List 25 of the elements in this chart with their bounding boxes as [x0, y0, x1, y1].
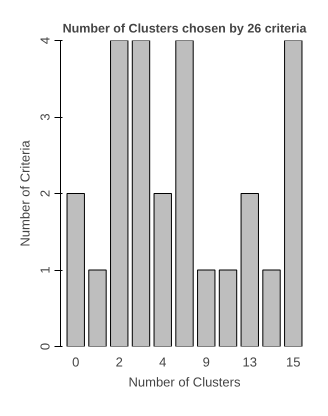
bar [284, 40, 302, 346]
y-tick-label: 1 [38, 266, 52, 274]
x-tick-label: 4 [159, 354, 166, 370]
y-tick-label: 0 [38, 342, 52, 350]
x-tick-label: 9 [202, 354, 210, 370]
y-tick-label: 4 [38, 36, 52, 44]
chart-title: Number of Clusters chosen by 26 criteria [62, 22, 308, 36]
bar [262, 270, 281, 346]
bar [197, 270, 216, 346]
y-tick-label: 3 [38, 113, 52, 121]
x-tick-label: 13 [242, 354, 257, 370]
x-tick-label: 2 [116, 354, 123, 370]
bar [154, 193, 172, 346]
x-axis-title: Number of Clusters [128, 374, 241, 390]
bar [175, 40, 194, 346]
bar [88, 270, 107, 346]
bar [132, 40, 150, 346]
x-tick-label: 15 [286, 354, 301, 370]
x-tick-label: 0 [72, 354, 80, 370]
bar [240, 193, 259, 346]
bar [110, 40, 128, 346]
bar [66, 193, 85, 346]
y-tick-label: 2 [38, 190, 52, 198]
bar [218, 270, 238, 346]
y-axis-title: Number of Criteria [18, 140, 32, 247]
